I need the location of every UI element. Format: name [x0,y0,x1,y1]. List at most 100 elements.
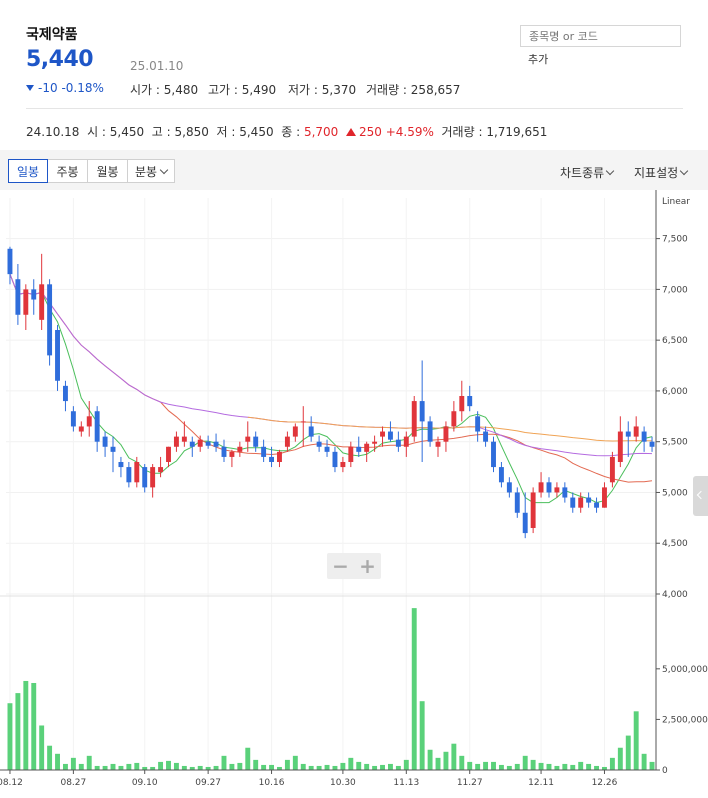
volume-bar [15,693,21,770]
zoom-control: − + [327,553,381,579]
candle [483,426,489,447]
open-label: 시가 : [130,83,164,97]
volume-tick-label: 0 [662,766,668,776]
tab-minute[interactable]: 분봉 [127,159,175,183]
candle [166,446,171,468]
candle-body [459,396,465,412]
candle-body [554,487,560,493]
volume-bar [475,763,481,770]
candle-body [94,411,100,442]
candle [284,431,290,452]
tab-weekly[interactable]: 주봉 [47,159,88,183]
candle-body [110,446,116,452]
volume-bar [435,757,441,770]
add-button[interactable]: 추가 [528,53,549,66]
volume-bar [31,682,37,770]
search-input[interactable] [520,25,681,47]
volume-bar [649,761,655,770]
volume-bar [150,766,156,770]
candle [31,279,37,315]
volume-bar [300,763,306,770]
volume-bar [189,766,195,770]
indicator-label: 지표설정 [634,166,679,180]
candle-body [649,441,655,447]
x-tick-label: 08.27 [60,778,86,788]
candle [110,436,116,473]
volume-bars [7,608,655,770]
volume-bar [94,765,100,770]
price-tick-label: 5,000 [662,488,688,498]
x-tick-label: 12.11 [528,778,554,788]
candle [522,492,528,539]
candle [197,435,203,452]
zoom-out-button[interactable]: − [332,554,349,578]
candle [118,456,124,478]
volume-value: 258,657 [410,83,461,97]
indicator-menu[interactable]: 지표설정 [634,164,689,181]
volume-bar [7,703,13,770]
candle [221,439,227,462]
volume-bar [617,747,623,770]
candle [55,324,60,391]
chevron-down-icon [679,166,689,176]
hover-low-label: 저 : [216,125,240,139]
x-tick-label: 09.27 [195,778,221,788]
ma60-line [9,274,653,457]
candle [514,487,520,518]
candle-body [514,492,520,513]
candle-body [39,284,45,320]
candle-body [348,446,354,462]
candle [443,421,449,452]
chart-type-menu[interactable]: 차트종류 [560,164,615,181]
candle-body [324,446,330,452]
candle-body [546,482,552,493]
side-panel-handle[interactable] [693,476,708,516]
candle [403,431,409,457]
volume-bar [253,759,259,770]
volume-bar [419,701,425,770]
candle [602,482,607,508]
volume-bar [554,765,560,770]
candle-body [173,436,179,447]
price-tick-label: 7,500 [662,235,688,245]
candle-body [411,401,417,437]
candle-body [380,431,385,437]
candle [253,431,259,452]
candle [332,446,338,473]
volume-bar [173,762,179,770]
tab-minute-label: 분봉 [134,165,158,179]
tab-monthly[interactable]: 월봉 [87,159,128,183]
volume-bar [427,749,433,770]
candle [126,462,132,488]
candle-body [78,426,84,432]
volume-bar [181,765,187,770]
zoom-in-button[interactable]: + [359,554,376,578]
hover-close: 5,700 [303,125,339,139]
candle [237,441,243,457]
volume-bar [538,762,544,770]
volume-bar [277,766,282,770]
candle-body [118,462,124,468]
high-stat: 고가 : 5,490 [208,81,276,98]
candle [316,435,322,452]
x-tick-label: 11.27 [457,778,483,788]
candle-body [158,467,164,473]
volume-bar [332,765,338,770]
volume-bar [364,763,370,770]
price-chart[interactable]: Linear 7,500 7,000 6,500 6,000 5,500 5,000 4,50… [0,190,708,798]
candle-body [538,482,544,493]
volume-bar [522,755,528,770]
candle-body [570,497,576,508]
hover-volume: 1,719,651 [486,125,548,139]
volume-bar [134,762,140,770]
candle [245,421,251,452]
volume-bar [261,764,267,770]
tab-daily[interactable]: 일봉 [8,159,48,183]
candle-body [205,441,211,446]
volume-stat: 거래량 : 258,657 [366,81,460,98]
hover-info: 24.10.18 시 : 5,450 고 : 5,850 저 : 5,450 종… [26,123,547,140]
volume-bar [126,763,132,770]
candle [102,431,108,457]
volume-bar [102,765,108,770]
candle [261,439,267,462]
